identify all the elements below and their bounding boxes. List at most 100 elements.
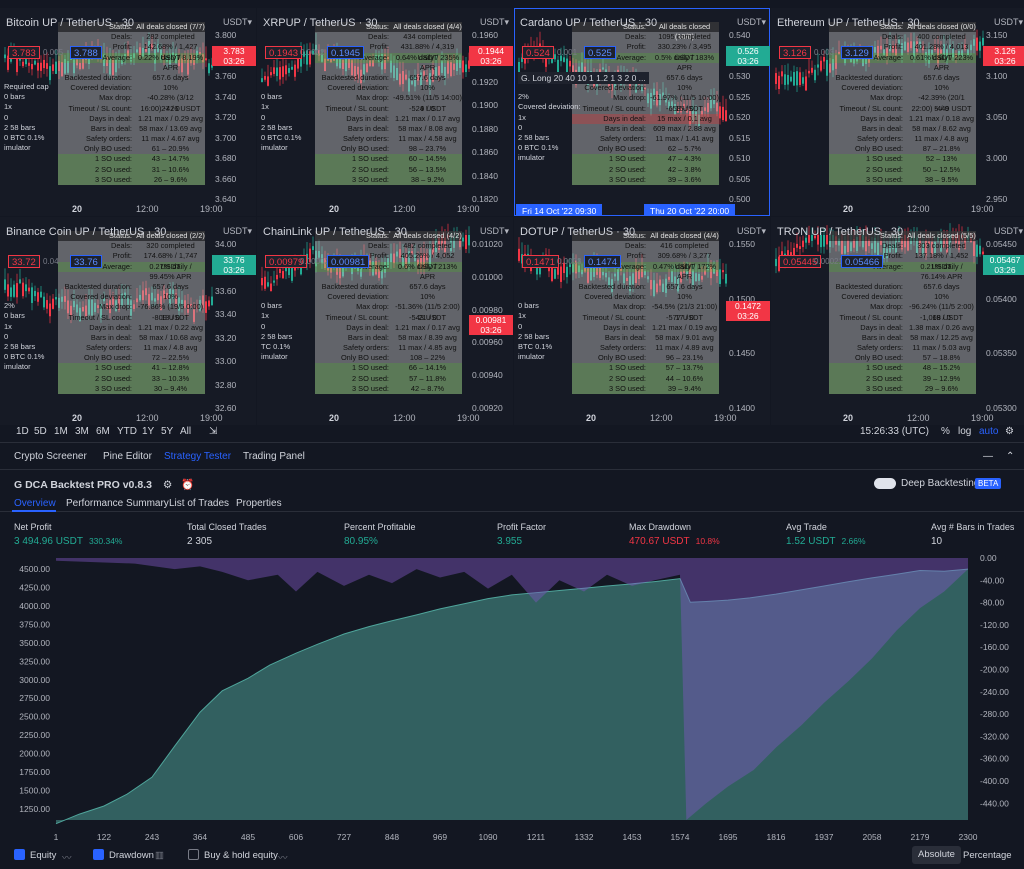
- ask-price[interactable]: 0.05466: [841, 255, 884, 268]
- range-1m[interactable]: 1M: [54, 426, 68, 437]
- pane-title[interactable]: Ethereum UP / TetherUS · 30: [777, 17, 920, 29]
- chart-pane[interactable]: ChainLink UP / TetherUS · 30 USDT▾ 0.00979…: [257, 217, 513, 425]
- row-key: 2 SO used:: [352, 164, 389, 174]
- table-row: Bars in deal: 58 max / 10.68 avg: [58, 332, 205, 344]
- drawdown-checkbox[interactable]: [93, 849, 104, 860]
- ask-price[interactable]: 0.1945: [327, 46, 365, 59]
- chart-pane[interactable]: Cardano UP / TetherUS · 30 USDT▾ 0.524 0.00…: [514, 8, 770, 216]
- currency-select[interactable]: USDT▾: [222, 226, 252, 236]
- chart-pane[interactable]: DOTUP / TetherUS · 30 USDT▾ 0.1471 0.0003 0.…: [514, 217, 770, 425]
- bid-price[interactable]: 0.1943: [265, 46, 303, 59]
- bid-price[interactable]: 33.72: [8, 255, 40, 268]
- pane-title[interactable]: DOTUP / TetherUS · 30: [520, 226, 636, 238]
- auto-toggle[interactable]: auto: [979, 426, 999, 437]
- ask-price[interactable]: 3.129: [841, 46, 873, 59]
- settings-icon[interactable]: ⚙: [1005, 426, 1014, 437]
- currency-select[interactable]: USDT▾: [993, 226, 1023, 236]
- tab-strategy-tester[interactable]: Strategy Tester: [164, 451, 232, 462]
- tab-properties[interactable]: Properties: [236, 498, 282, 509]
- candle-body: [321, 254, 323, 264]
- pane-title[interactable]: Bitcoin UP / TetherUS · 30: [6, 17, 134, 29]
- deep-backtesting-toggle[interactable]: [874, 478, 896, 489]
- minimize-icon[interactable]: —: [983, 451, 993, 462]
- absolute-button[interactable]: Absolute: [912, 846, 961, 864]
- percentage-button[interactable]: Percentage: [963, 850, 1012, 861]
- chart-pane[interactable]: Bitcoin UP / TetherUS · 30 USDT▾ 3.783 0.00…: [0, 8, 256, 216]
- pane-title[interactable]: Binance Coin UP / TetherUS · 30: [6, 226, 167, 238]
- bid-price[interactable]: 3.126: [779, 46, 811, 59]
- chart-pane[interactable]: Binance Coin UP / TetherUS · 30 USDT▾ 33.7…: [0, 217, 256, 425]
- row-value: All deals closed (4/4): [650, 231, 719, 240]
- side-label: 0 BTC 0.1%: [4, 132, 45, 142]
- tab-list-of-trades[interactable]: List of Trades: [169, 498, 230, 509]
- candle-body: [40, 291, 42, 298]
- time-tick: 12:00: [650, 413, 673, 423]
- strategy-settings-icon[interactable]: ⚙: [162, 479, 173, 491]
- bid-price[interactable]: 0.1471: [522, 255, 560, 268]
- pane-title[interactable]: TRON UP / TetherUS · 30: [777, 226, 904, 238]
- currency-select[interactable]: USDT▾: [993, 17, 1023, 27]
- chart-pane[interactable]: Ethereum UP / TetherUS · 30 USDT▾ 3.126 0.0…: [771, 8, 1024, 216]
- ask-price[interactable]: 0.1474: [584, 255, 622, 268]
- studies-legend[interactable]: G. Long 20 40 10 1 1.2 1 3 2 0 ...: [518, 72, 649, 84]
- ask-price[interactable]: 33.76: [70, 255, 102, 268]
- tab-trading-panel[interactable]: Trading Panel: [243, 451, 305, 462]
- alert-icon[interactable]: ⏰: [181, 479, 195, 491]
- bid-price[interactable]: 0.00979: [265, 255, 308, 268]
- tab-performance-summary[interactable]: Performance Summary: [66, 498, 169, 509]
- goto-date-icon[interactable]: ⇲: [209, 426, 218, 437]
- candle-body: [650, 279, 652, 290]
- maximize-icon[interactable]: ⌃: [1006, 451, 1015, 462]
- log-toggle[interactable]: log: [958, 426, 972, 437]
- chart-pane[interactable]: XRPUP / TetherUS · 30 USDT▾ 0.1943 0.0002 0.…: [257, 8, 513, 216]
- bid-price[interactable]: 3.783: [8, 46, 40, 59]
- currency-select[interactable]: USDT▾: [479, 226, 509, 236]
- candle-body: [19, 279, 21, 284]
- ask-price[interactable]: 0.525: [584, 46, 616, 59]
- table-row: Covered deviation: 10%: [58, 83, 205, 94]
- ask-price[interactable]: 3.788: [70, 46, 102, 59]
- range-3m[interactable]: 3M: [75, 426, 89, 437]
- table-row: Profit: 137.18% / 1,452 USDT: [829, 251, 976, 271]
- range-5y[interactable]: 5Y: [161, 426, 174, 437]
- currency-select[interactable]: USDT▾: [736, 226, 766, 236]
- currency-select[interactable]: USDT▾: [479, 17, 509, 27]
- range-1y[interactable]: 1Y: [142, 426, 155, 437]
- candle-body: [826, 235, 828, 245]
- row-key: Status:: [622, 231, 646, 240]
- row-key: Only BO used:: [854, 144, 903, 154]
- candle-body: [85, 305, 87, 317]
- range-1d[interactable]: 1D: [16, 426, 29, 437]
- pane-title[interactable]: Cardano UP / TetherUS · 30: [520, 17, 658, 29]
- tab-overview[interactable]: Overview: [14, 498, 56, 509]
- range-all[interactable]: All: [180, 426, 192, 437]
- pane-title[interactable]: XRPUP / TetherUS · 30: [263, 17, 378, 29]
- table-row: Covered deviation: 10%: [829, 83, 976, 94]
- side-labels: 0 bars 1x 0 2 58 bars 0 BTC 0.1% imulator: [261, 82, 371, 153]
- range-ytd[interactable]: YTD: [117, 426, 137, 437]
- candle-body: [166, 292, 168, 299]
- clock-time[interactable]: 15:26:33 (UTC): [860, 426, 929, 437]
- table-row: Covered deviation: 10%: [572, 83, 719, 94]
- pane-title[interactable]: ChainLink UP / TetherUS · 30: [263, 226, 407, 238]
- bid-price[interactable]: 0.524: [522, 46, 554, 59]
- currency-select[interactable]: USDT▾: [222, 17, 252, 27]
- currency-select[interactable]: USDT▾: [736, 17, 766, 27]
- strategy-title[interactable]: G DCA Backtest PRO v0.8.3 ⚙ ⏰: [14, 478, 194, 491]
- range-5d[interactable]: 5D: [34, 426, 47, 437]
- tab-crypto-screener[interactable]: Crypto Screener: [14, 451, 87, 462]
- candle-body: [865, 236, 867, 252]
- equity-checkbox[interactable]: [14, 849, 25, 860]
- row-key: Only BO used:: [597, 353, 646, 363]
- candle-body: [261, 277, 263, 286]
- tab-pine-editor[interactable]: Pine Editor: [103, 451, 152, 462]
- buyhold-checkbox[interactable]: [188, 849, 199, 860]
- ask-price[interactable]: 0.00981: [327, 255, 370, 268]
- strategy-name[interactable]: G DCA Backtest PRO v0.8.3: [14, 479, 152, 491]
- row-key: Deals:: [368, 241, 389, 251]
- percent-toggle[interactable]: %: [941, 426, 950, 437]
- chart-pane[interactable]: TRON UP / TetherUS · 30 USDT▾ 0.05445 0.000…: [771, 217, 1024, 425]
- range-6m[interactable]: 6M: [96, 426, 110, 437]
- axis-tick: 0.500: [729, 194, 751, 204]
- bid-price[interactable]: 0.05445: [779, 255, 822, 268]
